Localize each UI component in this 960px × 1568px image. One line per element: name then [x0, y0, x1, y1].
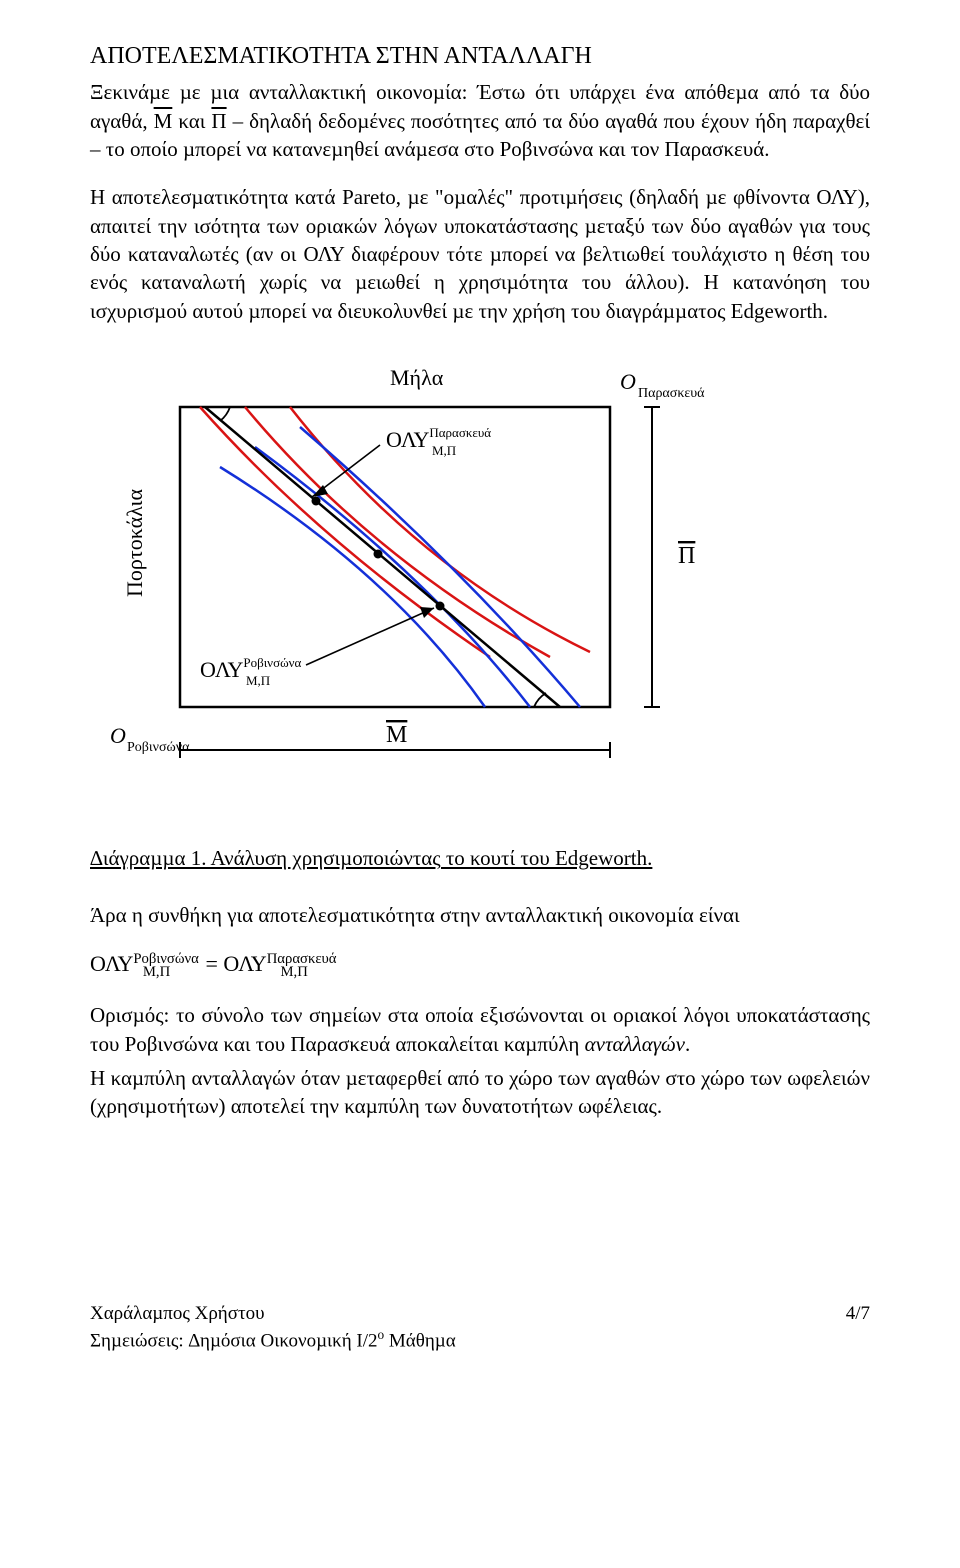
origin-paraskeva-sub: Παρασκευά — [638, 386, 705, 401]
footer-notes: Σηµειώσεις: ∆ηµόσια Οικονοµική Ι/2ο Μάθη… — [90, 1326, 456, 1354]
p1-text-b: και — [172, 109, 211, 133]
p4-text-c: . — [685, 1032, 690, 1056]
symbol-Pi: Π — [211, 109, 226, 133]
eqn-sub-left: Μ,Π — [143, 964, 170, 980]
edgeworth-diagram: Μήλα O Παρασκευά Πορτοκάλια Π M O Ροβινσ… — [90, 347, 870, 824]
label-oly-robinson-sub: Μ,Π — [246, 673, 270, 688]
label-pi-bar: Π — [678, 543, 695, 569]
diagram-caption: ∆ιάγραµµα 1. Ανάλυση χρησιµοποιώντας το … — [90, 844, 870, 872]
eqn-equals: = — [205, 951, 223, 976]
arrow-oly-robinson — [306, 608, 434, 665]
footer-author: Χαράλαµπος Χρήστου — [90, 1301, 456, 1327]
tangent-point-3 — [436, 602, 445, 611]
tangent-point-1 — [312, 497, 321, 506]
footer-page-number: 4/7 — [846, 1301, 870, 1355]
origin-robinson-O: O — [110, 723, 126, 748]
angle-arc-top — [220, 407, 230, 421]
footer-notes-c: Μάθηµα — [384, 1331, 456, 1352]
paragraph-2: Η αποτελεσµατικότητα κατά Pareto, µε "οµ… — [90, 183, 870, 325]
eqn-oly-right: ΟΛΥ — [223, 951, 266, 976]
page-title: ΑΠΟΤΕΛΕΣΜΑΤΙΚΟΤΗΤΑ ΣΤΗΝ ΑΝΤΑΛΛΑΓΗ — [90, 40, 870, 72]
paragraph-3: Άρα η συνθήκη για αποτελεσµατικότητα στη… — [90, 901, 870, 929]
equation-mrs: ΟΛΥΡοβινσώναΜ,Π = ΟΛΥΠαρασκευάΜ,Π — [90, 949, 870, 983]
symbol-M: M — [154, 109, 173, 133]
label-m-bar: M — [386, 722, 407, 748]
paragraph-1: Ξεκινάµε µε µια ανταλλακτική οικονοµία: … — [90, 78, 870, 163]
origin-robinson-sub: Ροβινσώνα — [127, 740, 190, 755]
angle-arc-bottom — [534, 693, 546, 707]
p4-italic: ανταλλαγών — [585, 1032, 685, 1056]
ic-friday-1 — [220, 467, 485, 707]
p4-text-a: Ορισµός: το σύνολο των σηµείων στα οποία… — [90, 1003, 870, 1055]
paragraph-4: Ορισµός: το σύνολο των σηµείων στα οποία… — [90, 1001, 870, 1058]
eqn-oly-left: ΟΛΥ — [90, 951, 133, 976]
footer-notes-a: Σηµειώσεις: ∆ηµόσια Οικονοµική Ι/2 — [90, 1331, 378, 1352]
label-apples: Μήλα — [390, 365, 444, 390]
eqn-sub-right: Μ,Π — [280, 964, 307, 980]
paragraph-5: Η καµπύλη ανταλλαγών όταν µεταφερθεί από… — [90, 1064, 870, 1121]
label-oranges: Πορτοκάλια — [122, 489, 147, 597]
origin-paraskeva-O: O — [620, 369, 636, 394]
tangent-point-2 — [374, 550, 383, 559]
label-oly-paraskeva-sub: Μ,Π — [432, 443, 456, 458]
page-footer: Χαράλαµπος Χρήστου Σηµειώσεις: ∆ηµόσια Ο… — [90, 1301, 870, 1355]
